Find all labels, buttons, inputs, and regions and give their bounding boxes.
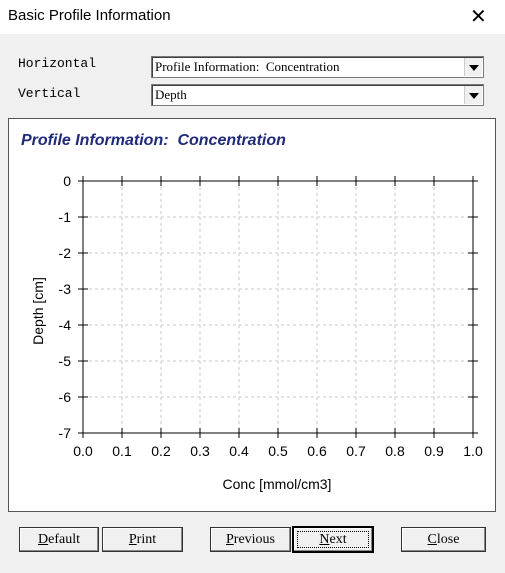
y-tick-label: -3 [59, 281, 72, 297]
x-tick-label: 0.3 [190, 443, 210, 459]
button[interactable]: Print [102, 527, 183, 552]
y-tick-label: 0 [63, 173, 71, 189]
button-label: Next [319, 532, 347, 547]
chart-panel: Profile Information: Concentration Conc … [8, 118, 496, 512]
y-tick-label: -2 [59, 245, 72, 261]
field-label: Vertical [18, 86, 81, 101]
dropdown[interactable]: Profile Information: Concentration [151, 56, 484, 78]
title-bar: Basic Profile Information ✕ [0, 0, 505, 34]
x-tick-label: 0.4 [229, 443, 249, 459]
button-label: Default [38, 532, 80, 547]
field-label: Horizontal [18, 56, 97, 71]
x-axis-label: Conc [mmol/cm3] [223, 476, 332, 492]
button-label: Print [128, 532, 157, 547]
dropdown-value: Depth [155, 87, 187, 102]
dropdown-arrow[interactable] [464, 86, 482, 104]
x-tick-label: 0.0 [73, 443, 93, 459]
window-title: Basic Profile Information [8, 7, 171, 24]
button[interactable]: Previous [210, 527, 291, 552]
x-tick-label: 0.2 [151, 443, 171, 459]
y-tick-label: -1 [59, 209, 72, 225]
x-tick-label: 1.0 [463, 443, 483, 459]
y-tick-label: -7 [59, 425, 72, 441]
y-tick-label: -5 [59, 353, 72, 369]
x-tick-label: 0.8 [385, 443, 405, 459]
x-tick-label: 0.9 [424, 443, 444, 459]
dropdown-arrow[interactable] [464, 58, 482, 76]
button-label: Previous [225, 532, 275, 547]
x-tick-label: 0.7 [346, 443, 366, 459]
x-tick-label: 0.6 [307, 443, 327, 459]
x-tick-label: 0.5 [268, 443, 288, 459]
x-tick-label: 0.1 [112, 443, 132, 459]
dropdown-value: Profile Information: Concentration [155, 59, 340, 74]
button[interactable]: Default [19, 527, 99, 552]
plot-frame [82, 180, 474, 434]
y-tick-label: -6 [59, 389, 72, 405]
dropdown[interactable]: Depth [151, 84, 484, 106]
y-tick-label: -4 [59, 317, 72, 333]
chart: Profile Information: Concentration Conc … [21, 132, 483, 492]
chart-title: Profile Information: Concentration [21, 132, 286, 149]
button[interactable]: Close [401, 527, 486, 552]
y-axis-label: Depth [cm] [30, 277, 46, 345]
button[interactable]: Next [292, 526, 374, 553]
close-icon[interactable]: ✕ [470, 6, 487, 28]
button-label: Close [427, 532, 460, 547]
